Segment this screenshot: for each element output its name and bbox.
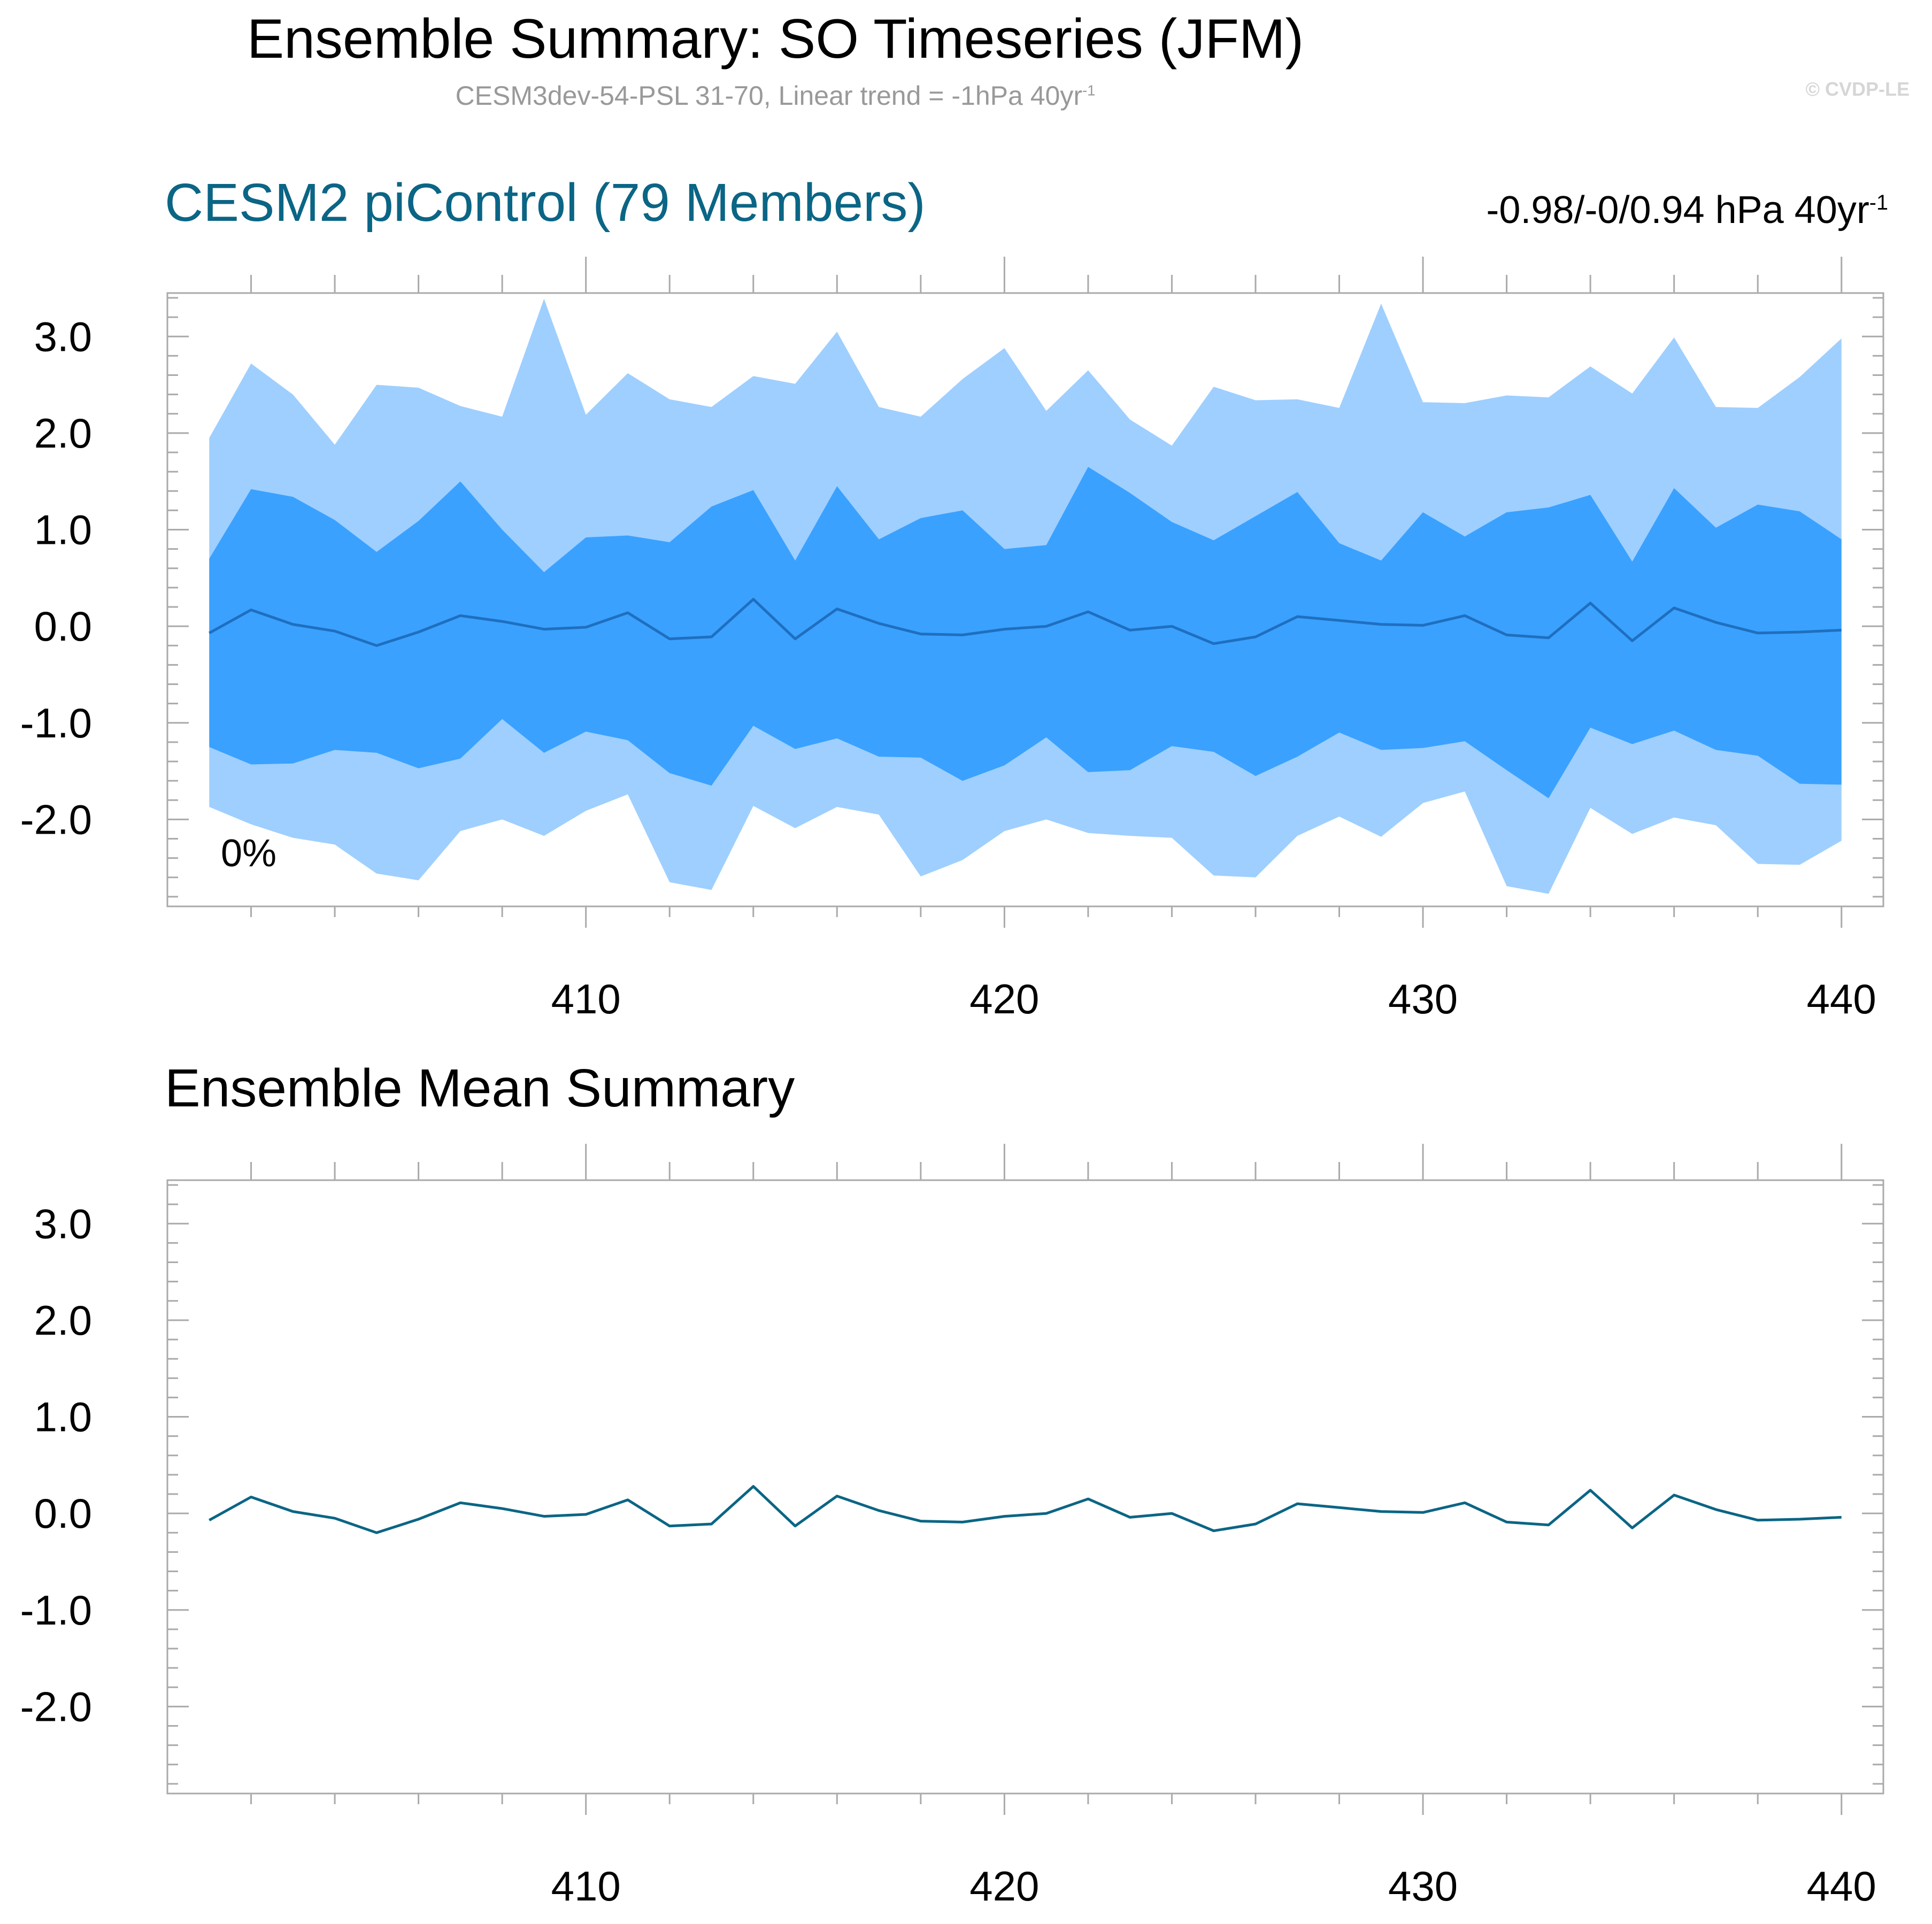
trend-text: -0.98/-0/0.94 hPa 40yr [1486, 189, 1869, 232]
panel2-ytick-label: 2.0 [34, 1297, 92, 1344]
panel1-xtick-label: 440 [1807, 975, 1876, 1022]
panel2-mean-line [209, 1485, 1842, 1534]
panel1-trend-label: -0.98/-0/0.94 hPa 40yr-1 [1486, 188, 1888, 232]
panel2-ytick-label: 3.0 [34, 1200, 92, 1247]
panel1-percent-annotation: 0% [221, 832, 276, 875]
panel1-ytick-label: -2.0 [20, 796, 92, 843]
watermark-label: © CVDP-LE [1805, 78, 1910, 100]
panel1-ytick-label: -1.0 [20, 699, 92, 746]
panel2-xtick-label: 420 [969, 1863, 1039, 1910]
page-subtitle: CESM3dev-54-PSL 31-70, Linear trend = -1… [0, 80, 1551, 111]
subtitle-text: CESM3dev-54-PSL 31-70, Linear trend = -1… [455, 81, 1082, 111]
panel2-ytick-label: 0.0 [34, 1490, 92, 1537]
panel2-xtick-label: 440 [1807, 1863, 1876, 1910]
panel1-ytick-label: 1.0 [34, 506, 92, 553]
panel2-title: Ensemble Mean Summary [165, 1058, 795, 1118]
panel2-ytick-label: -2.0 [20, 1683, 92, 1730]
panel1-xtick-label: 420 [969, 975, 1039, 1022]
panel1-frame [166, 292, 1884, 907]
panel2-ytick-label: -1.0 [20, 1587, 92, 1634]
panel1-inner-band [209, 467, 1842, 798]
page-title: Ensemble Summary: SO Timeseries (JFM) [247, 8, 1304, 70]
panel1-xtick-label: 430 [1388, 975, 1458, 1022]
panel2-plot: -2.0 -1.0 0.0 1.0 2.0 3.0 410 420 430 440 [20, 1144, 1884, 1910]
subtitle-exponent: -1 [1082, 82, 1096, 99]
panel1-ytick-label: 3.0 [34, 313, 92, 360]
panel1-xtick-label: 410 [551, 975, 621, 1022]
panel2-xtick-label: 410 [551, 1863, 621, 1910]
panel1-mean-line [209, 598, 1842, 647]
panel1-ytick-label: 0.0 [34, 603, 92, 650]
panel1-title: CESM2 piControl (79 Members) [165, 173, 926, 233]
panel2-xtick-label: 430 [1388, 1863, 1458, 1910]
panel2-frame [166, 1179, 1884, 1795]
panel1-plot: -2.0 -1.0 0.0 1.0 2.0 3.0 410 420 430 440 [20, 257, 1884, 1022]
trend-exponent: -1 [1869, 191, 1888, 214]
panel1-ytick-label: 2.0 [34, 410, 92, 457]
panel2-ytick-label: 1.0 [34, 1394, 92, 1441]
